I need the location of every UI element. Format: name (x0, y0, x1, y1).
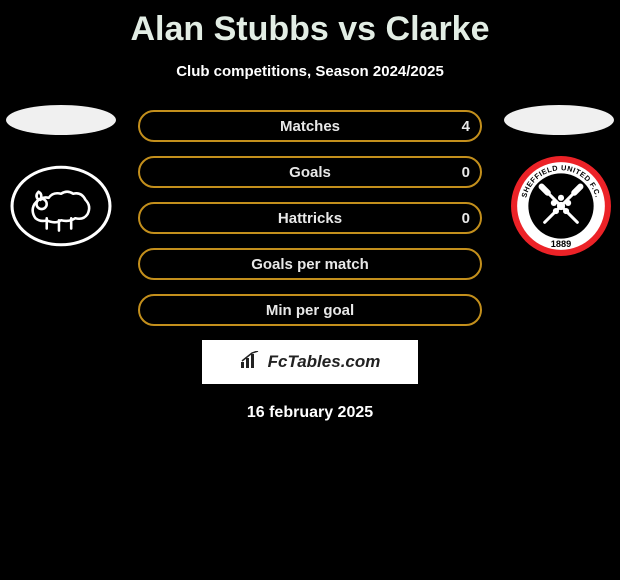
stat-value-right: 4 (462, 118, 470, 135)
page-title: Alan Stubbs vs Clarke (0, 0, 620, 49)
stat-row-goals-per-match: Goals per match (138, 248, 482, 280)
stat-label: Min per goal (266, 302, 354, 319)
stat-label: Matches (280, 118, 340, 135)
brand-box: FcTables.com (202, 340, 418, 384)
club-badge-derby (10, 155, 112, 257)
player-left-avatar (6, 105, 116, 135)
svg-text:1889: 1889 (551, 239, 571, 249)
stat-value-right: 0 (462, 164, 470, 181)
club-badge-sheffield-united: SHEFFIELD UNITED F.C. 1889 (510, 155, 612, 257)
stat-label: Goals per match (251, 256, 369, 273)
stat-row-min-per-goal: Min per goal (138, 294, 482, 326)
date-text: 16 february 2025 (0, 404, 620, 422)
stat-label: Hattricks (278, 210, 342, 227)
stat-value-right: 0 (462, 210, 470, 227)
brand-text: FcTables.com (268, 352, 381, 372)
stat-label: Goals (289, 164, 331, 181)
stat-row-matches: Matches 4 (138, 110, 482, 142)
stat-row-goals: Goals 0 (138, 156, 482, 188)
player-right-avatar (504, 105, 614, 135)
chart-icon (240, 351, 262, 374)
stats-table: Matches 4 Goals 0 Hattricks 0 Goals per … (138, 110, 482, 326)
subtitle: Club competitions, Season 2024/2025 (0, 63, 620, 80)
comparison-content: SHEFFIELD UNITED F.C. 1889 (0, 110, 620, 422)
stat-row-hattricks: Hattricks 0 (138, 202, 482, 234)
